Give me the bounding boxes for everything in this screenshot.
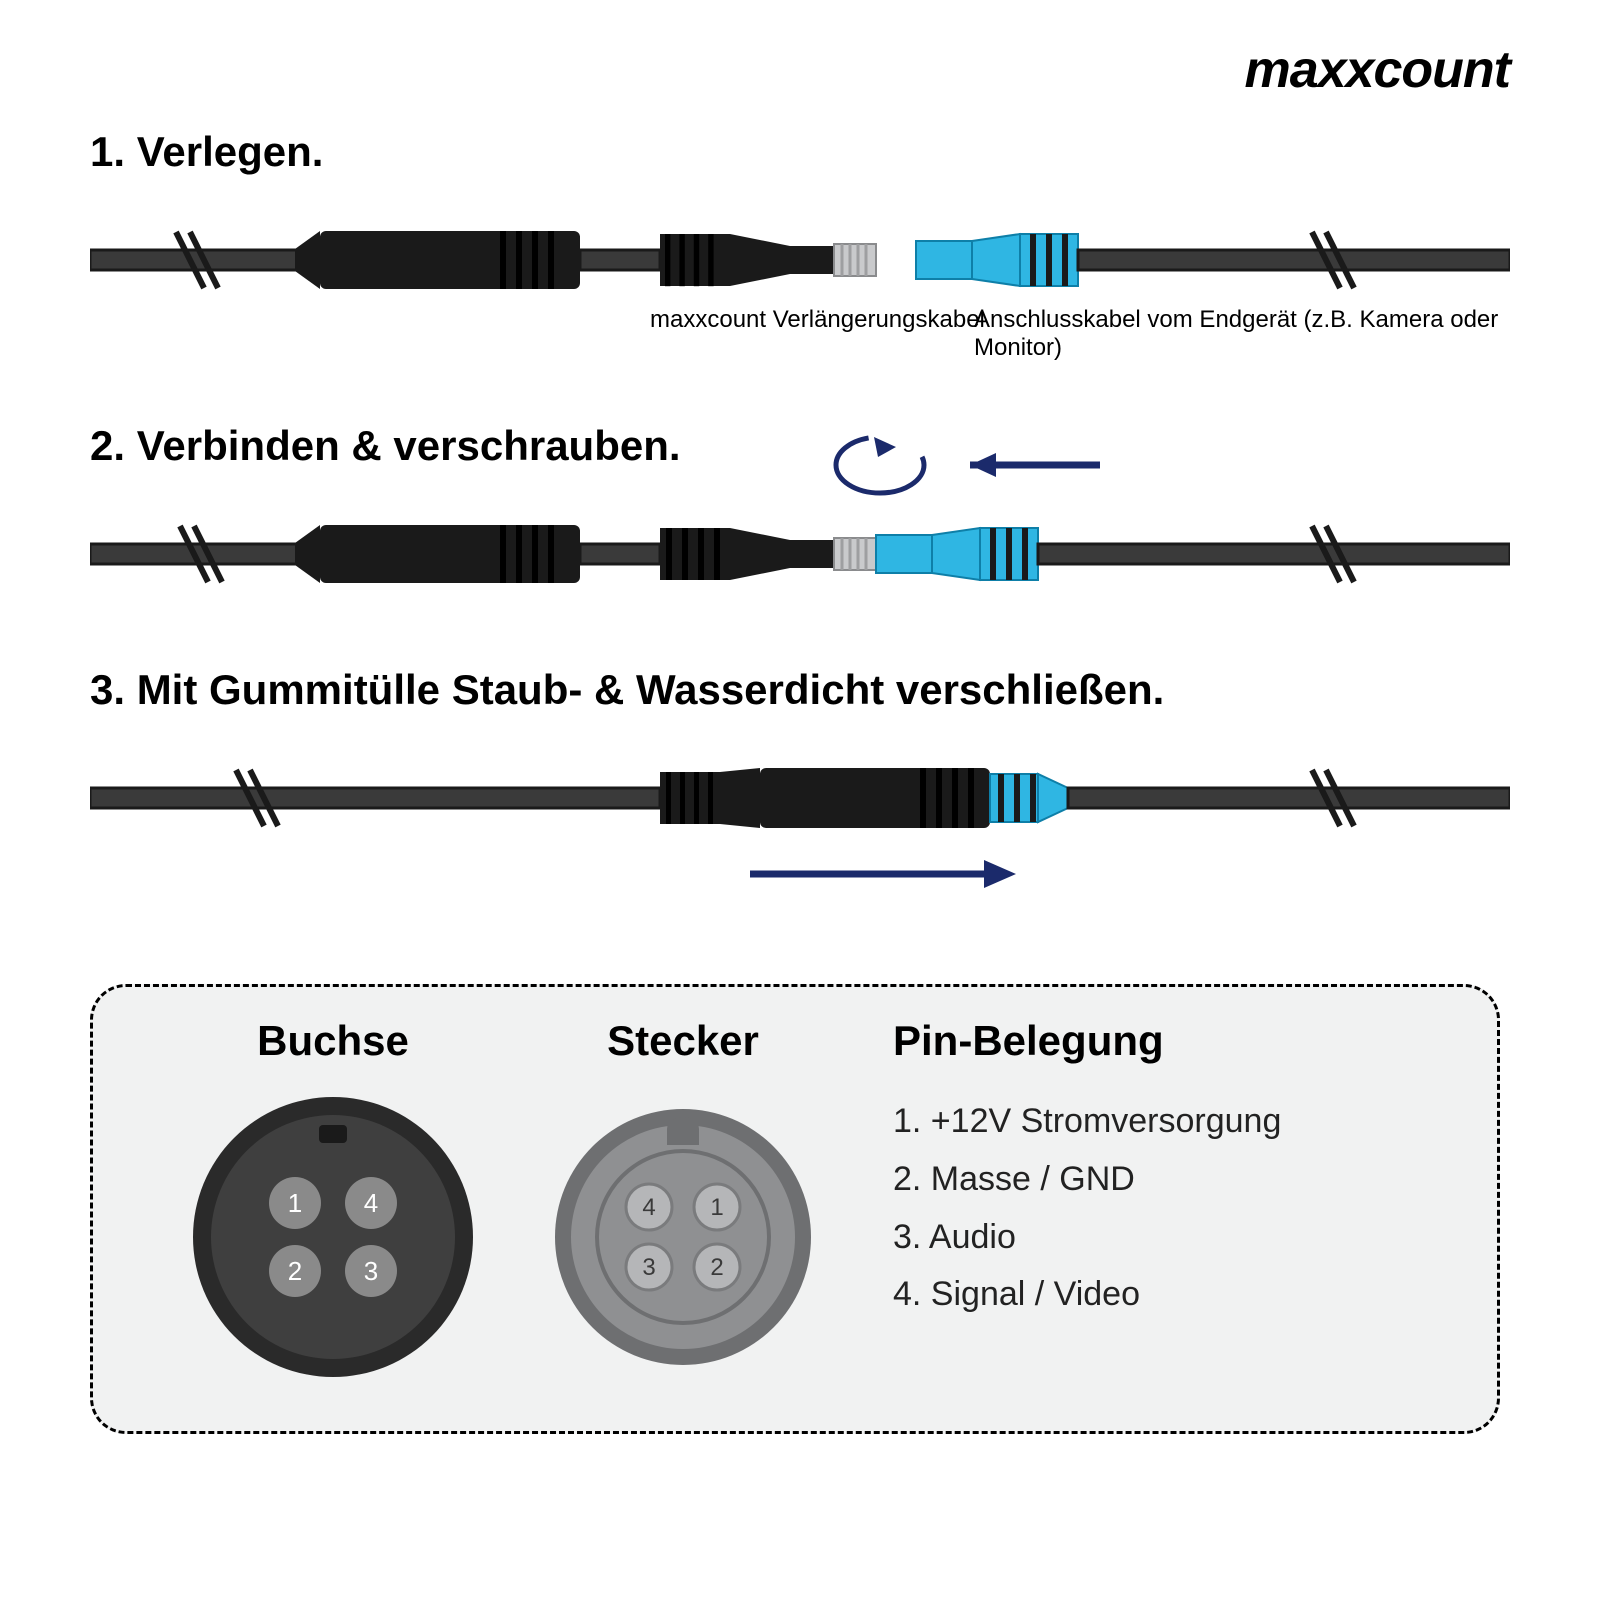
brand-logo: maxxcount bbox=[1244, 40, 1510, 100]
svg-text:2: 2 bbox=[710, 1254, 723, 1281]
pin-item: 2. Masse / GND bbox=[893, 1151, 1281, 1209]
pinout-panel: Buchse 1 4 2 3 Stecker bbox=[90, 984, 1500, 1434]
svg-text:2: 2 bbox=[288, 1256, 302, 1286]
svg-text:1: 1 bbox=[710, 1194, 723, 1221]
step1-diagram: maxxcount Verlängerungskabel Anschlusska… bbox=[90, 206, 1510, 376]
pinout-list-title: Pin-Belegung bbox=[893, 1017, 1164, 1065]
step1-label-left: maxxcount Verlängerungskabel bbox=[650, 306, 985, 334]
pin-item: 3. Audio bbox=[893, 1209, 1281, 1267]
socket-title: Buchse bbox=[257, 1017, 409, 1065]
svg-text:3: 3 bbox=[364, 1256, 378, 1286]
pin-item: 1. +12V Stromversorgung bbox=[893, 1093, 1281, 1151]
step2-diagram bbox=[90, 420, 1510, 620]
step1-label-right: Anschlusskabel vom Endgerät (z.B. Kamera… bbox=[974, 306, 1510, 362]
step3-title: 3. Mit Gummitülle Staub- & Wasserdicht v… bbox=[90, 666, 1510, 714]
plug-title: Stecker bbox=[607, 1017, 759, 1065]
svg-text:1: 1 bbox=[288, 1188, 302, 1218]
pinout-list: 1. +12V Stromversorgung 2. Masse / GND 3… bbox=[893, 1093, 1281, 1324]
svg-text:4: 4 bbox=[364, 1188, 378, 1218]
step3-svg bbox=[90, 744, 1510, 934]
pin-item: 4. Signal / Video bbox=[893, 1266, 1281, 1324]
socket-diagram: 1 4 2 3 bbox=[183, 1087, 483, 1387]
plug-diagram: 4 1 3 2 bbox=[543, 1087, 823, 1387]
step3-diagram bbox=[90, 744, 1510, 934]
svg-text:4: 4 bbox=[642, 1194, 655, 1221]
svg-text:3: 3 bbox=[642, 1254, 655, 1281]
step2-svg bbox=[90, 420, 1510, 620]
step1-title: 1. Verlegen. bbox=[90, 128, 1510, 176]
